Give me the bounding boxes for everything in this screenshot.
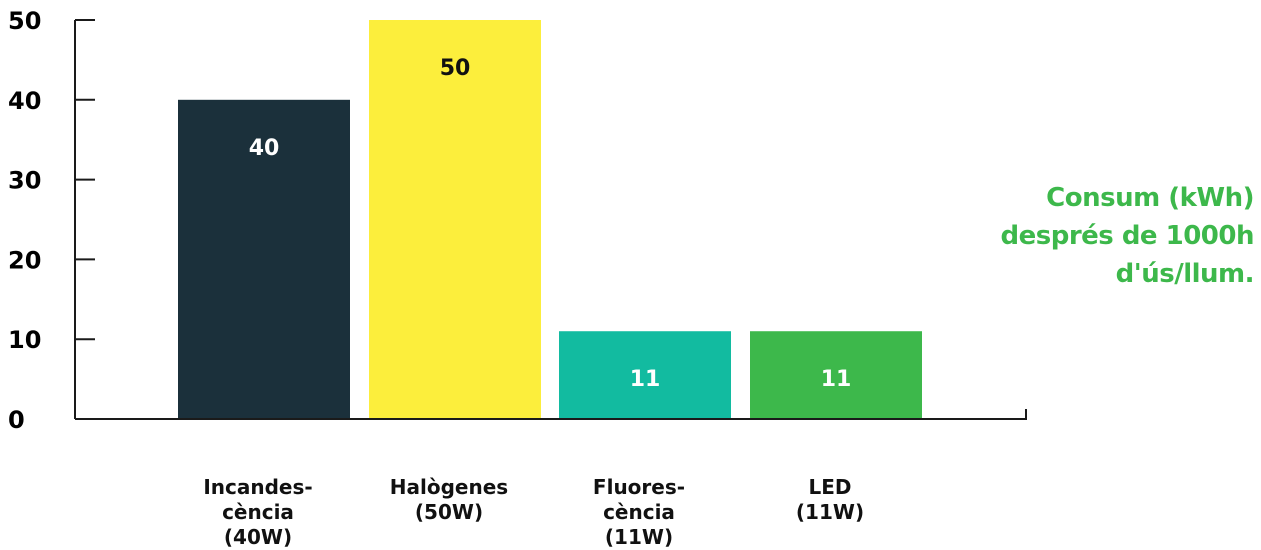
category-label: Incandes- (203, 475, 312, 499)
bar-value-label: 11 (821, 367, 852, 392)
chart-title: Consum (kWh) després de 1000h d'ús/llum. (834, 179, 1255, 293)
category-label: cència (603, 500, 675, 524)
y-tick-label: 10 (8, 326, 41, 354)
y-axis: 0 10 20 30 40 50 (8, 7, 95, 434)
x-axis (75, 409, 1027, 420)
chart-title-line: d'ús/llum. (1115, 259, 1255, 289)
y-tick-label: 20 (8, 246, 41, 274)
category-label: Fluores- (593, 475, 685, 499)
y-tick-label: 0 (8, 406, 25, 434)
category-label: (50W) (415, 500, 483, 524)
category-label: Halògenes (390, 475, 508, 499)
y-tick-label: 50 (8, 7, 41, 35)
category-label: LED (808, 475, 851, 499)
category-label: (11W) (796, 500, 864, 524)
chart-title-line: després de 1000h (1000, 221, 1255, 251)
bar-value-label: 50 (440, 56, 471, 81)
category-labels: Incandes-cència(40W)Halògenes(50W)Fluore… (203, 475, 864, 549)
bar-value-label: 40 (249, 136, 280, 161)
bar (369, 20, 541, 419)
category-label: cència (222, 500, 294, 524)
bar (750, 331, 922, 419)
bar (559, 331, 731, 419)
bar-value-label: 11 (630, 367, 661, 392)
category-label: (40W) (224, 525, 292, 549)
category-label: (11W) (605, 525, 673, 549)
chart-title-line: Consum (kWh) (1046, 183, 1254, 213)
bar (178, 99, 350, 420)
y-tick-label: 30 (8, 167, 41, 195)
y-tick-label: 40 (8, 87, 41, 115)
bars: 40 50 11 11 (178, 20, 922, 420)
